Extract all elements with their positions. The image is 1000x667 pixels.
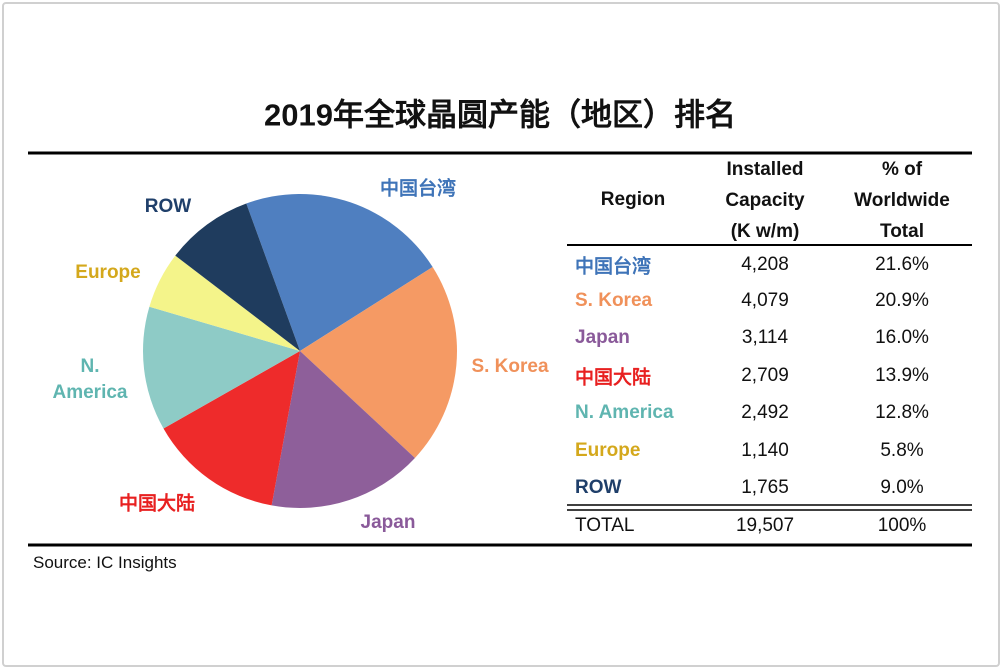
slice-label: N. America: [52, 356, 128, 403]
source: Source: IC Insights: [33, 553, 177, 572]
pie-slice: [149, 255, 300, 351]
value-cell: 21.6%: [875, 254, 929, 275]
value-cell: 2,709: [741, 365, 789, 386]
slice-label: Japan: [360, 512, 416, 533]
region-cell: Europe: [575, 440, 641, 461]
pie-slice: [143, 306, 300, 429]
slice-label: S. Korea: [471, 356, 549, 377]
pie-slice: [300, 267, 457, 458]
region-cell: 中国大陆: [575, 367, 652, 389]
value-cell: 1,765: [741, 477, 789, 498]
value-cell: 9.0%: [880, 477, 924, 498]
value-cell: 4,208: [741, 254, 789, 275]
pie-slice: [175, 203, 300, 351]
pie-slice: [271, 351, 415, 508]
value-cell: 20.9%: [875, 290, 929, 311]
pie-slice: [246, 194, 433, 351]
value-cell: 1,140: [741, 440, 789, 461]
pie-slice: [163, 351, 300, 506]
region-cell: ROW: [575, 477, 622, 498]
slice-label: Europe: [75, 262, 141, 283]
column-header: Capacity: [725, 190, 805, 211]
region-cell: Japan: [575, 327, 630, 348]
value-cell: 3,114: [741, 327, 789, 348]
region-cell: 中国台湾: [575, 256, 652, 278]
column-header: % of: [881, 159, 923, 180]
value-cell: 2,492: [741, 402, 789, 423]
slice-label: ROW: [144, 196, 192, 217]
total-cell: TOTAL: [575, 515, 635, 536]
region-cell: N. America: [575, 402, 674, 423]
region-cell: S. Korea: [575, 290, 653, 311]
slice-label: 中国台湾: [379, 178, 457, 200]
value-cell: 12.8%: [875, 402, 929, 423]
total-cell: 19,507: [735, 515, 795, 536]
value-cell: 4,079: [741, 290, 789, 311]
total-cell: 100%: [877, 515, 927, 536]
value-cell: 13.9%: [875, 365, 929, 386]
column-header: Total: [880, 221, 924, 242]
value-cell: 5.8%: [880, 440, 924, 461]
slice-label: 中国大陆: [118, 493, 196, 515]
value-cell: 16.0%: [875, 327, 929, 348]
column-header: Region: [600, 189, 666, 210]
column-header: Worldwide: [854, 190, 950, 211]
title: 2019年全球晶圆产能（地区）排名: [264, 97, 736, 133]
column-header: Installed: [726, 159, 804, 180]
column-header: (K w/m): [730, 221, 800, 242]
